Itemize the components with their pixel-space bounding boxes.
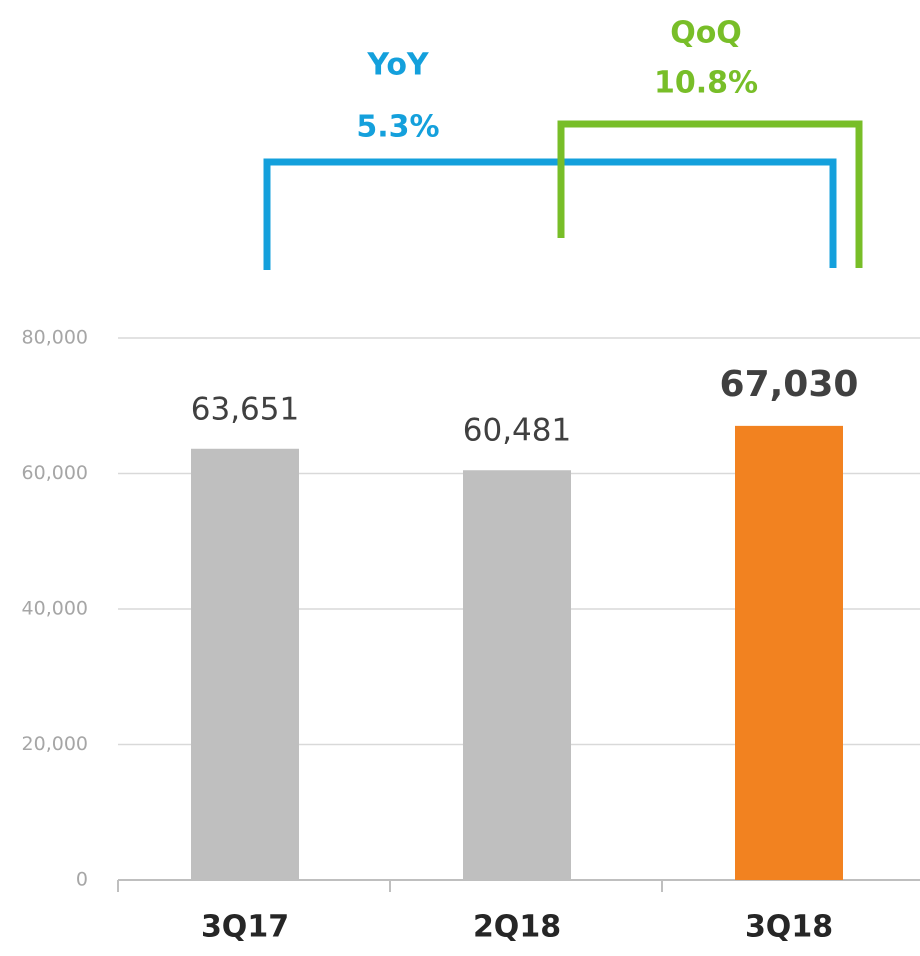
y-tick-label: 40,000 [22,598,88,620]
data-label: 60,481 [463,413,571,449]
bar [735,425,843,880]
y-tick-label: 60,000 [22,462,88,484]
data-label: 67,030 [720,364,859,405]
yoy-value: 5.3% [356,110,439,145]
bar [191,448,299,880]
qoq-value: 10.8% [654,66,758,101]
qoq-title: QoQ [670,16,742,51]
yoy-bracket [263,158,837,270]
y-tick-label: 20,000 [22,733,88,755]
data-label: 63,651 [191,391,299,427]
bar [463,470,571,880]
yoy-title: YoY [366,48,430,83]
qoq-bracket [557,120,863,268]
x-tick-label: 2Q18 [473,910,561,945]
y-tick-label: 0 [76,869,88,891]
y-tick-label: 80,000 [22,327,88,349]
x-tick-label: 3Q18 [745,910,833,945]
x-tick-label: 3Q17 [201,910,289,945]
